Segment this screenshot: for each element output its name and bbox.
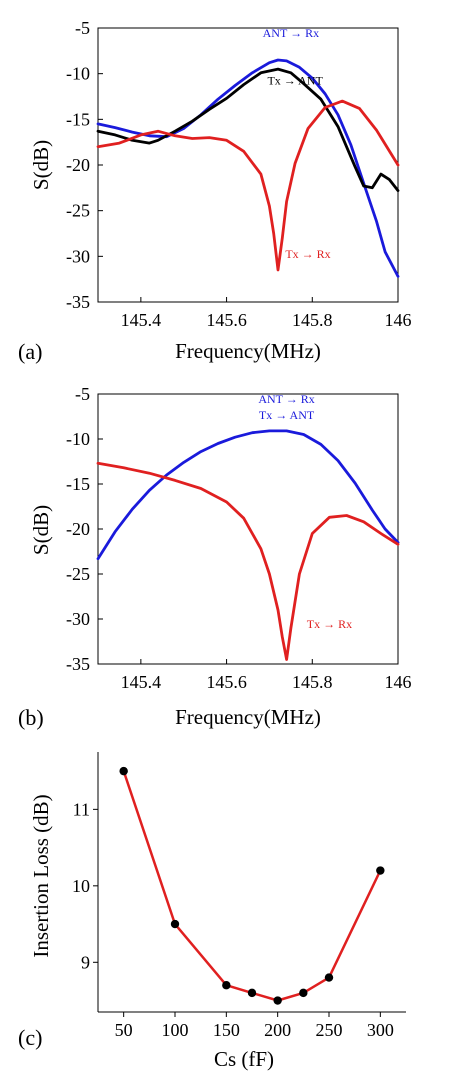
chart-b-series-1-line <box>96 461 400 661</box>
chart-a-ytick-label: -35 <box>66 292 90 312</box>
chart-c-xtick-label: 200 <box>264 1020 291 1040</box>
chart-b-xlabel: Frequency(MHz) <box>175 705 321 729</box>
chart-b-xtick-label: 145.4 <box>121 672 162 692</box>
chart-c-xtick-label: 300 <box>367 1020 394 1040</box>
chart-a-xtick-label: 145.4 <box>121 310 162 330</box>
chart-b-annotation: Tx → ANT <box>259 408 315 422</box>
chart-c: Insertion Loss (dB) Cs (fF) (c) 9 10 11 50 1… <box>18 752 406 1071</box>
chart-c-panel-label: (c) <box>18 1025 42 1050</box>
chart-a-series-2-line <box>96 99 400 272</box>
chart-a-ylabel: S(dB) <box>29 140 53 190</box>
chart-c-marks: 9 10 11 50 100 150 200 250 300 <box>72 766 394 1040</box>
chart-b-ytick-label: -30 <box>66 609 90 629</box>
chart-a-annotation: Tx → Rx <box>285 247 330 261</box>
chart-c-ytick-label: 9 <box>81 952 90 972</box>
chart-a-ytick-label: -25 <box>66 201 90 221</box>
chart-c-point <box>119 766 128 776</box>
chart-a-ytick-label: -30 <box>66 246 90 266</box>
chart-a-panel-label: (a) <box>18 339 42 364</box>
chart-c-xtick-label: 100 <box>162 1020 189 1040</box>
chart-c-xtick-label: 150 <box>213 1020 240 1040</box>
chart-c-point <box>376 866 385 875</box>
chart-b-series-0-line <box>96 429 400 561</box>
chart-a-xtick-label: 146 <box>385 310 412 330</box>
chart-c-series-0-line <box>122 769 382 1002</box>
chart-b-ytick-label: -5 <box>75 384 90 404</box>
chart-a-xlabel: Frequency(MHz) <box>175 339 321 363</box>
chart-c-point <box>222 981 231 990</box>
chart-a-annotation: ANT → Rx <box>263 26 319 40</box>
chart-b-ytick-label: -15 <box>66 474 90 494</box>
chart-a-xtick-label: 145.8 <box>292 310 333 330</box>
chart-a-series-1-line <box>96 67 400 193</box>
chart-b-ytick-label: -20 <box>66 519 90 539</box>
chart-a-annotation: Tx → ANT <box>267 74 323 88</box>
chart-b-ytick-label: -25 <box>66 564 90 584</box>
chart-a-marks: -5 -10 -15 -20 -25 -30 -35 145.4 145.6 145.8 146 AN… <box>66 18 412 330</box>
chart-c-point <box>299 988 308 998</box>
chart-a-xtick-label: 145.6 <box>206 310 247 330</box>
chart-a: S(dB) Frequency(MHz) (a) -5-10-15-20-25-… <box>18 18 412 364</box>
chart-c-xtick-label: 50 <box>115 1020 133 1040</box>
chart-b-ylabel: S(dB) <box>29 505 53 555</box>
chart-c-point <box>170 919 180 929</box>
chart-c-point <box>273 996 282 1005</box>
chart-a-series-0-line <box>96 58 400 278</box>
chart-a-ytick-label: -15 <box>66 109 90 129</box>
chart-b-xtick-label: 145.6 <box>206 672 247 692</box>
chart-b-xtick-label: 145.8 <box>292 672 333 692</box>
chart-c-point <box>247 988 257 998</box>
chart-b-ytick-label: -35 <box>66 654 90 674</box>
chart-c-point <box>324 973 334 982</box>
chart-c-ylabel: Insertion Loss (dB) <box>29 794 53 957</box>
chart-b: S(dB) Frequency(MHz) (b) -5-10-15-20-25-… <box>18 384 412 730</box>
chart-b-panel-label: (b) <box>18 705 44 730</box>
chart-b-annotation: ANT → Rx <box>258 392 314 406</box>
chart-b-xtick-label: 146 <box>385 672 412 692</box>
chart-c-xtick-label: 250 <box>316 1020 343 1040</box>
chart-c-xlabel: Cs (fF) <box>214 1047 274 1071</box>
chart-b-ytick-label: -10 <box>66 429 90 449</box>
chart-a-ytick-label: -20 <box>66 155 90 175</box>
chart-b-annotation: Tx → Rx <box>307 617 352 631</box>
chart-a-ytick-label: -5 <box>75 18 90 38</box>
chart-c-ytick-label: 10 <box>72 876 90 896</box>
chart-a-ytick-label: -10 <box>66 64 90 84</box>
chart-c-ytick-label: 11 <box>73 799 90 819</box>
chart-b-marks: -5 -10 -15 -20 -25 -30 -35 145.4 145.6 145.8 146 AN… <box>66 384 412 692</box>
